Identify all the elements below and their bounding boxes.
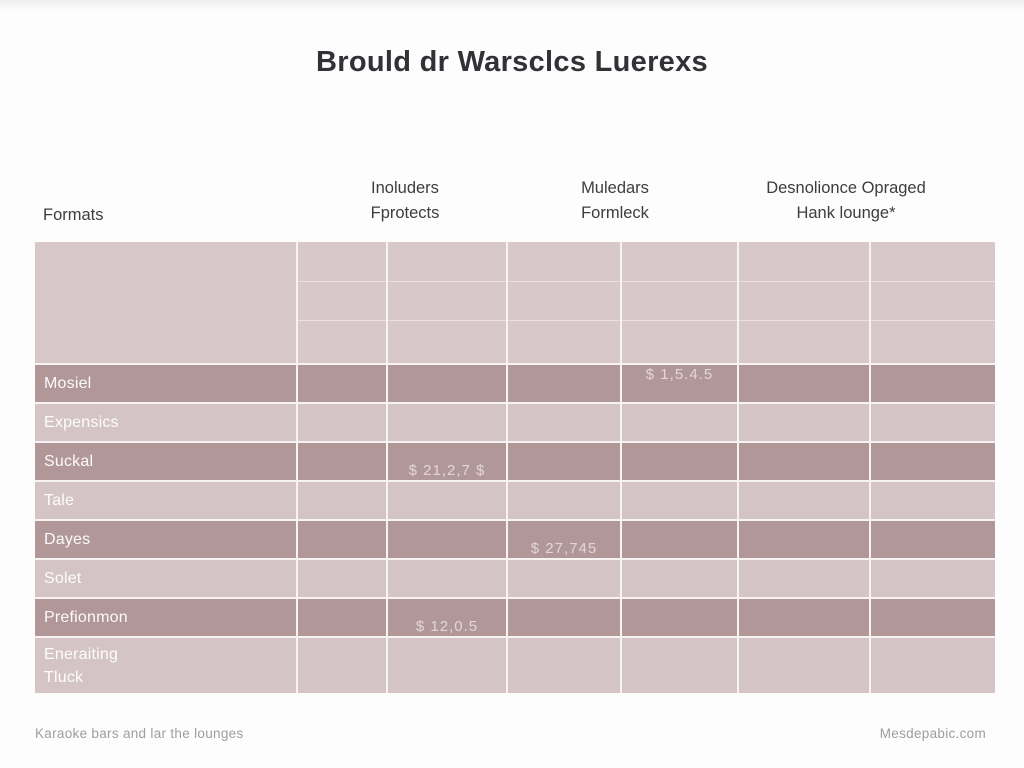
table-cell bbox=[296, 638, 386, 693]
row-label: Dayes bbox=[44, 531, 91, 548]
table-cell bbox=[296, 599, 386, 636]
table-cell bbox=[737, 365, 869, 402]
table-cell bbox=[737, 638, 869, 693]
header-cell bbox=[620, 242, 737, 363]
column-header-line: Hank lounge* bbox=[796, 204, 896, 222]
table-cell bbox=[737, 599, 869, 636]
table-cell: $ 27,745 bbox=[506, 521, 620, 558]
column-header-2: Muledars Formleck bbox=[465, 176, 765, 226]
table-cell bbox=[296, 482, 386, 519]
table-cell bbox=[296, 560, 386, 597]
table-cell bbox=[737, 521, 869, 558]
header-divider-line bbox=[296, 320, 995, 321]
table-cell bbox=[296, 365, 386, 402]
table-cell bbox=[506, 560, 620, 597]
table-cell bbox=[869, 404, 995, 441]
table-cell bbox=[386, 404, 506, 441]
table-row: Dayes $ 27,745 bbox=[35, 519, 995, 558]
table-row: Eneraiting Tluck bbox=[35, 636, 995, 693]
table-cell bbox=[869, 521, 995, 558]
top-strip bbox=[0, 0, 1024, 11]
column-header-line: Desnolionce Opraged bbox=[766, 179, 926, 197]
table-cell bbox=[869, 599, 995, 636]
table-cell bbox=[869, 443, 995, 480]
table-cell bbox=[620, 443, 737, 480]
column-header-3: Desnolionce Opraged Hank lounge* bbox=[696, 176, 996, 226]
table-row: Suckal $ 21,2,7 $ bbox=[35, 441, 995, 480]
table-cell bbox=[386, 638, 506, 693]
table-row: Expensics bbox=[35, 402, 995, 441]
table-cell bbox=[869, 365, 995, 402]
header-divider-line bbox=[296, 281, 995, 282]
header-cell bbox=[35, 242, 296, 363]
table-cell bbox=[869, 638, 995, 693]
table-cell bbox=[506, 599, 620, 636]
column-header-line: Formats bbox=[43, 206, 104, 224]
table-header-block bbox=[35, 242, 995, 363]
table-cell bbox=[737, 560, 869, 597]
table-cell bbox=[737, 404, 869, 441]
row-label: Tale bbox=[44, 492, 75, 509]
data-table: Mosiel $ 1,5.4.5 Expensics Suckal $ 21,2… bbox=[35, 242, 995, 693]
header-cell bbox=[386, 242, 506, 363]
table-cell bbox=[386, 365, 506, 402]
table-row: Solet bbox=[35, 558, 995, 597]
table-cell bbox=[296, 404, 386, 441]
table-cell bbox=[620, 599, 737, 636]
table-cell bbox=[506, 443, 620, 480]
table-cell: $ 1,5.4.5 bbox=[620, 365, 737, 402]
header-cell bbox=[506, 242, 620, 363]
row-label: Eneraiting Tluck bbox=[44, 645, 119, 686]
table-row: Mosiel $ 1,5.4.5 bbox=[35, 363, 995, 402]
row-label: Suckal bbox=[44, 453, 94, 470]
table-cell bbox=[506, 404, 620, 441]
table-cell bbox=[620, 521, 737, 558]
table-cell bbox=[506, 638, 620, 693]
table-row: Prefionmon $ 12,0.5 bbox=[35, 597, 995, 636]
table-cell bbox=[506, 482, 620, 519]
table-cell bbox=[620, 404, 737, 441]
table-cell: $ 21,2,7 $ bbox=[386, 443, 506, 480]
row-label: Solet bbox=[44, 570, 82, 587]
table-cell bbox=[386, 482, 506, 519]
table-cell: $ 12,0.5 bbox=[386, 599, 506, 636]
header-cell bbox=[296, 242, 386, 363]
row-label: Expensics bbox=[44, 414, 119, 431]
table-cell bbox=[737, 443, 869, 480]
table-cell bbox=[737, 482, 869, 519]
row-label: Prefionmon bbox=[44, 609, 128, 626]
table-cell bbox=[386, 521, 506, 558]
header-cell bbox=[869, 242, 995, 363]
table-row: Tale bbox=[35, 480, 995, 519]
table-cell bbox=[386, 560, 506, 597]
column-header-line: Muledars bbox=[581, 179, 649, 197]
column-header-line: Inoluders bbox=[371, 179, 439, 197]
table-cell bbox=[869, 560, 995, 597]
footer-caption: Karaoke bars and lar the lounges bbox=[35, 726, 244, 741]
table-cell bbox=[296, 521, 386, 558]
page-title: Brould dr Warsclcs Luerexs bbox=[316, 46, 708, 78]
column-header-line: Formleck bbox=[581, 204, 649, 222]
row-label: Mosiel bbox=[44, 375, 92, 392]
footer-source: Mesdepabic.com bbox=[879, 726, 986, 741]
table-cell bbox=[506, 365, 620, 402]
table-cell bbox=[296, 443, 386, 480]
header-cell bbox=[737, 242, 869, 363]
table-cell bbox=[620, 638, 737, 693]
table-cell bbox=[620, 560, 737, 597]
column-header-formats: Formats bbox=[43, 203, 243, 228]
table-cell bbox=[620, 482, 737, 519]
column-header-1: Inoluders Fprotects bbox=[255, 176, 555, 226]
table-cell bbox=[869, 482, 995, 519]
column-header-line: Fprotects bbox=[370, 204, 440, 222]
